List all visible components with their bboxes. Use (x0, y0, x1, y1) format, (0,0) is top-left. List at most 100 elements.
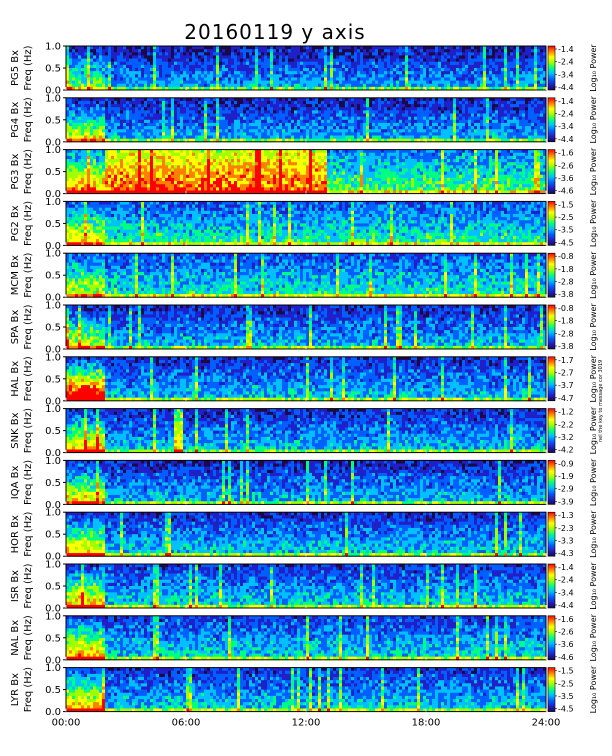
colorbar-tick-label: -4.6 (558, 653, 574, 662)
colorbar (548, 98, 555, 142)
x-tick-label: 24:00 (532, 718, 561, 729)
y-tick-label: 0.5 (45, 115, 61, 126)
x-tick-label: 00:00 (52, 718, 81, 729)
colorbar-tick-label: -2.6 (558, 161, 574, 170)
colorbar (548, 668, 555, 712)
colorbar-tick-label: -2.8 (558, 329, 574, 338)
y-tick-label: 0.5 (45, 633, 61, 644)
colorbar-tick-label: -2.6 (558, 627, 574, 636)
colorbar-tick-label: -4.4 (558, 601, 574, 610)
colorbar-tick-label: -4.4 (558, 135, 574, 144)
colorbar-tick-label: -4.4 (558, 83, 574, 92)
y-axis-label-freq: Freq (Hz) (23, 45, 34, 90)
y-tick-label: 1.0 (45, 456, 61, 467)
y-axis-label-station: PG3 Bx (10, 153, 21, 189)
y-tick-label: 1.0 (45, 93, 61, 104)
colorbar-tick-label: -1.2 (558, 408, 574, 417)
spectrogram-pg5 (66, 46, 546, 90)
colorbar-tick-label: -3.2 (558, 433, 574, 442)
y-tick-label: 1.0 (45, 197, 61, 208)
y-axis-label-freq: Freq (Hz) (23, 512, 34, 557)
spectrogram-isr (66, 564, 546, 608)
colorbar-tick-label: -3.4 (558, 70, 574, 79)
spectrogram-pg3 (66, 150, 546, 194)
colorbar-tick-label: -1.6 (558, 615, 574, 624)
colorbar-tick-label: -3.8 (558, 290, 574, 299)
colorbar-tick-label: -2.5 (558, 213, 574, 222)
colorbar (548, 305, 555, 349)
colorbar-tick-label: -2.4 (558, 58, 574, 67)
colorbar-tick-label: -2.8 (558, 278, 574, 287)
colorbar-label: Log₁₀ Power (589, 199, 598, 247)
colorbar-label: Log₁₀ Power (589, 510, 598, 558)
colorbar-tick-label: -3.4 (558, 122, 574, 131)
y-axis-label-freq: Freq (Hz) (23, 97, 34, 142)
y-axis-label-station: PG4 Bx (10, 102, 21, 138)
y-axis-label-station: LYR Bx (10, 673, 21, 706)
colorbar-tick-label: -3.7 (558, 381, 574, 390)
colorbar-label: Log₁₀ Power (589, 44, 598, 92)
y-tick-label: 1.0 (45, 611, 61, 622)
colorbar-label: Log₁₀ Power (589, 251, 598, 299)
colorbar-tick-label: -2.4 (558, 109, 574, 118)
colorbar-tick-label: -4.7 (558, 394, 574, 403)
colorbar-tick-label: -4.3 (558, 549, 574, 558)
y-axis-label-freq: Freq (Hz) (23, 356, 34, 401)
colorbar-label: Log₁₀ Power (589, 303, 598, 351)
colorbar-tick-label: -0.8 (558, 304, 574, 313)
colorbar (548, 409, 555, 453)
y-axis-label-station: ISR Bx (10, 570, 21, 602)
y-axis-label-station: MCM Bx (10, 255, 21, 295)
y-axis-label-station: SPA Bx (10, 310, 21, 345)
spectrogram-lyr (66, 668, 546, 712)
spectrogram-pg4 (66, 98, 546, 142)
colorbar-tick-label: -4.6 (558, 187, 574, 196)
y-tick-label: 0.5 (45, 530, 61, 541)
y-tick-label: 1.0 (45, 352, 61, 363)
y-tick-label: 0.5 (45, 271, 61, 282)
colorbar-tick-label: -3.6 (558, 640, 574, 649)
y-axis-label-station: PG5 Bx (10, 50, 21, 86)
colorbar-tick-label: -1.4 (558, 97, 574, 106)
y-axis-label-station: NAL Bx (10, 620, 21, 656)
colorbar-tick-label: -4.5 (558, 238, 574, 247)
y-axis-label-freq: Freq (Hz) (23, 304, 34, 349)
spectrogram-spa (66, 305, 546, 349)
y-axis-label-freq: Freq (Hz) (23, 253, 34, 298)
colorbar-tick-label: -2.3 (558, 524, 574, 533)
colorbar-tick-label: -2.9 (558, 485, 574, 494)
y-axis-label-station: HOR Bx (10, 515, 21, 553)
colorbar-tick-label: -4.5 (558, 705, 574, 714)
y-tick-label: 0.5 (45, 219, 61, 230)
y-axis-label-freq: Freq (Hz) (23, 615, 34, 660)
y-tick-label: 0.0 (45, 707, 61, 718)
colorbar (548, 201, 555, 245)
y-tick-label: 0.5 (45, 167, 61, 178)
y-axis-label-station: HAL Bx (10, 361, 21, 397)
colorbar-label: Log₁₀ Power (589, 458, 598, 506)
colorbar-tick-label: -1.4 (558, 563, 574, 572)
spectrogram-hor (66, 512, 546, 556)
colorbar-label: Log₁₀ Power (589, 95, 598, 143)
y-tick-label: 1.0 (45, 663, 61, 674)
y-tick-label: 1.0 (45, 42, 61, 53)
y-tick-label: 0.5 (45, 685, 61, 696)
y-tick-label: 0.5 (45, 64, 61, 75)
colorbar-tick-label: -3.5 (558, 226, 574, 235)
y-axis-label-station: PG2 Bx (10, 205, 21, 241)
colorbar (548, 564, 555, 608)
colorbar-tick-label: -1.5 (558, 667, 574, 676)
colorbar (548, 512, 555, 556)
y-axis-label-freq: Freq (Hz) (23, 149, 34, 194)
colorbar-tick-label: -4.2 (558, 446, 574, 455)
y-tick-label: 1.0 (45, 301, 61, 312)
colorbar-tick-label: -0.9 (558, 459, 574, 468)
spectrogram-iqa (66, 460, 546, 504)
